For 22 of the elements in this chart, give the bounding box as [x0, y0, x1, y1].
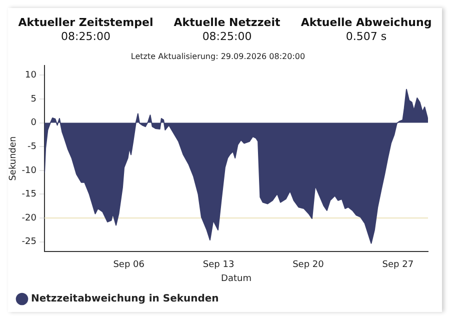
- legend-label: Netzzeitabweichung in Sekunden: [31, 294, 219, 305]
- y-tick-label: -15: [22, 190, 36, 200]
- text: Aktuelle Abweichung: [300, 16, 432, 30]
- y-tick-label: 5: [30, 94, 36, 104]
- x-axis-title: Datum: [221, 274, 252, 284]
- y-axis-title: Sekunden: [8, 136, 19, 181]
- text: 08:25:00: [60, 30, 112, 44]
- x-tick-label: Sep 27: [382, 260, 414, 270]
- text: 0.507 s: [344, 30, 388, 44]
- y-tick-label: -25: [22, 237, 36, 248]
- text: Aktuelle Netzzeit: [174, 16, 280, 30]
- y-tick-label: -5: [28, 142, 36, 152]
- x-tick-label: Sep 13: [202, 260, 234, 270]
- y-tick-label: 0: [30, 118, 37, 128]
- chart-subtitle: Letzte Aktualisierung: 29.09.2026 08:20:00: [130, 52, 306, 61]
- y-tick-label: -10: [22, 166, 37, 176]
- x-tick-label: Sep 06: [113, 260, 145, 270]
- y-tick-label: -20: [22, 213, 37, 224]
- y-tick-label: 10: [25, 70, 37, 80]
- text: 08:25:00: [201, 30, 253, 44]
- x-tick-label: Sep 20: [292, 260, 324, 270]
- text: Aktueller Zeitstempel: [18, 16, 154, 30]
